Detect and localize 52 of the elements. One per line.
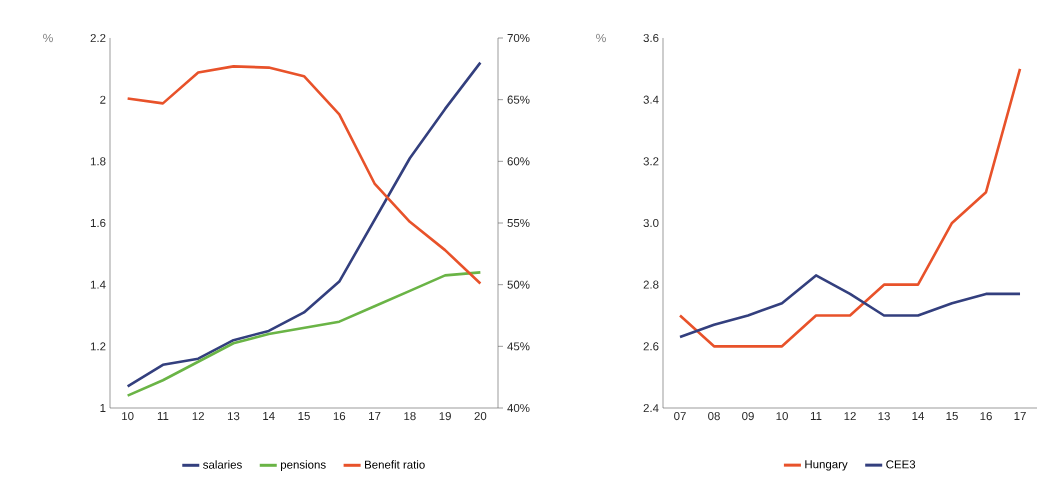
y-tick-label: 2 bbox=[100, 95, 106, 104]
y2-tick-label: 50% bbox=[507, 280, 530, 289]
x-tick-label: 15 bbox=[946, 412, 958, 421]
x-tick-label: 10 bbox=[122, 412, 134, 421]
y-tick-label: 1.4 bbox=[90, 280, 106, 289]
x-tick-label: 18 bbox=[404, 412, 416, 421]
x-tick-label: 11 bbox=[157, 412, 169, 420]
y-tick-label: 1.6 bbox=[90, 218, 106, 228]
y2-tick-label: 60% bbox=[507, 157, 530, 166]
y-tick-label: 3.6 bbox=[643, 33, 659, 43]
x-tick-label: 14 bbox=[263, 412, 275, 420]
y-tick-label: 3.0 bbox=[643, 218, 659, 228]
y-axis-title: % bbox=[596, 33, 606, 43]
y2-tick-label: 45% bbox=[507, 342, 530, 351]
legend-label: CEE3 bbox=[886, 460, 916, 469]
y-tick-label: 3.2 bbox=[643, 157, 659, 166]
x-tick-label: 14 bbox=[912, 412, 925, 420]
x-tick-label: 13 bbox=[878, 412, 890, 421]
x-tick-label: 13 bbox=[227, 412, 240, 421]
x-tick-label: 11 bbox=[810, 412, 822, 420]
y-tick-label: 1.8 bbox=[90, 157, 106, 166]
y-tick-label: 2.2 bbox=[90, 33, 106, 42]
legend-label: Hungary bbox=[805, 460, 848, 471]
legend-label: salaries bbox=[203, 460, 242, 469]
y-tick-label: 2.6 bbox=[643, 342, 659, 351]
x-tick-label: 15 bbox=[298, 412, 310, 421]
x-tick-label: 16 bbox=[980, 412, 992, 421]
x-tick-label: 16 bbox=[333, 412, 346, 421]
x-tick-label: 07 bbox=[674, 412, 686, 421]
x-tick-label: 09 bbox=[742, 412, 754, 421]
legend-label: Benefit ratio bbox=[365, 460, 425, 469]
y-tick-label: 1.2 bbox=[90, 342, 106, 351]
y2-tick-label: 40% bbox=[507, 403, 530, 413]
y-tick-label: 2.4 bbox=[643, 404, 659, 412]
y-tick-label: 3.4 bbox=[643, 95, 659, 104]
y2-tick-label: 70% bbox=[507, 33, 530, 43]
y2-tick-label: 65% bbox=[507, 95, 530, 104]
line-series bbox=[126, 65, 482, 285]
x-tick-label: 20 bbox=[474, 412, 487, 421]
x-tick-label: 10 bbox=[776, 412, 788, 421]
x-tick-label: 17 bbox=[369, 412, 381, 420]
y2-tick-label: 55% bbox=[507, 218, 530, 228]
x-tick-label: 19 bbox=[439, 412, 451, 421]
legend-label: pensions bbox=[280, 460, 326, 471]
x-tick-label: 08 bbox=[708, 412, 720, 421]
y-tick-label: 1 bbox=[100, 404, 106, 412]
line-series bbox=[678, 274, 1022, 339]
x-tick-label: 12 bbox=[192, 412, 204, 421]
x-tick-label: 12 bbox=[844, 412, 856, 421]
x-tick-label: 17 bbox=[1014, 412, 1026, 420]
y-axis-title: % bbox=[43, 33, 53, 43]
y-tick-label: 2.8 bbox=[643, 280, 659, 289]
